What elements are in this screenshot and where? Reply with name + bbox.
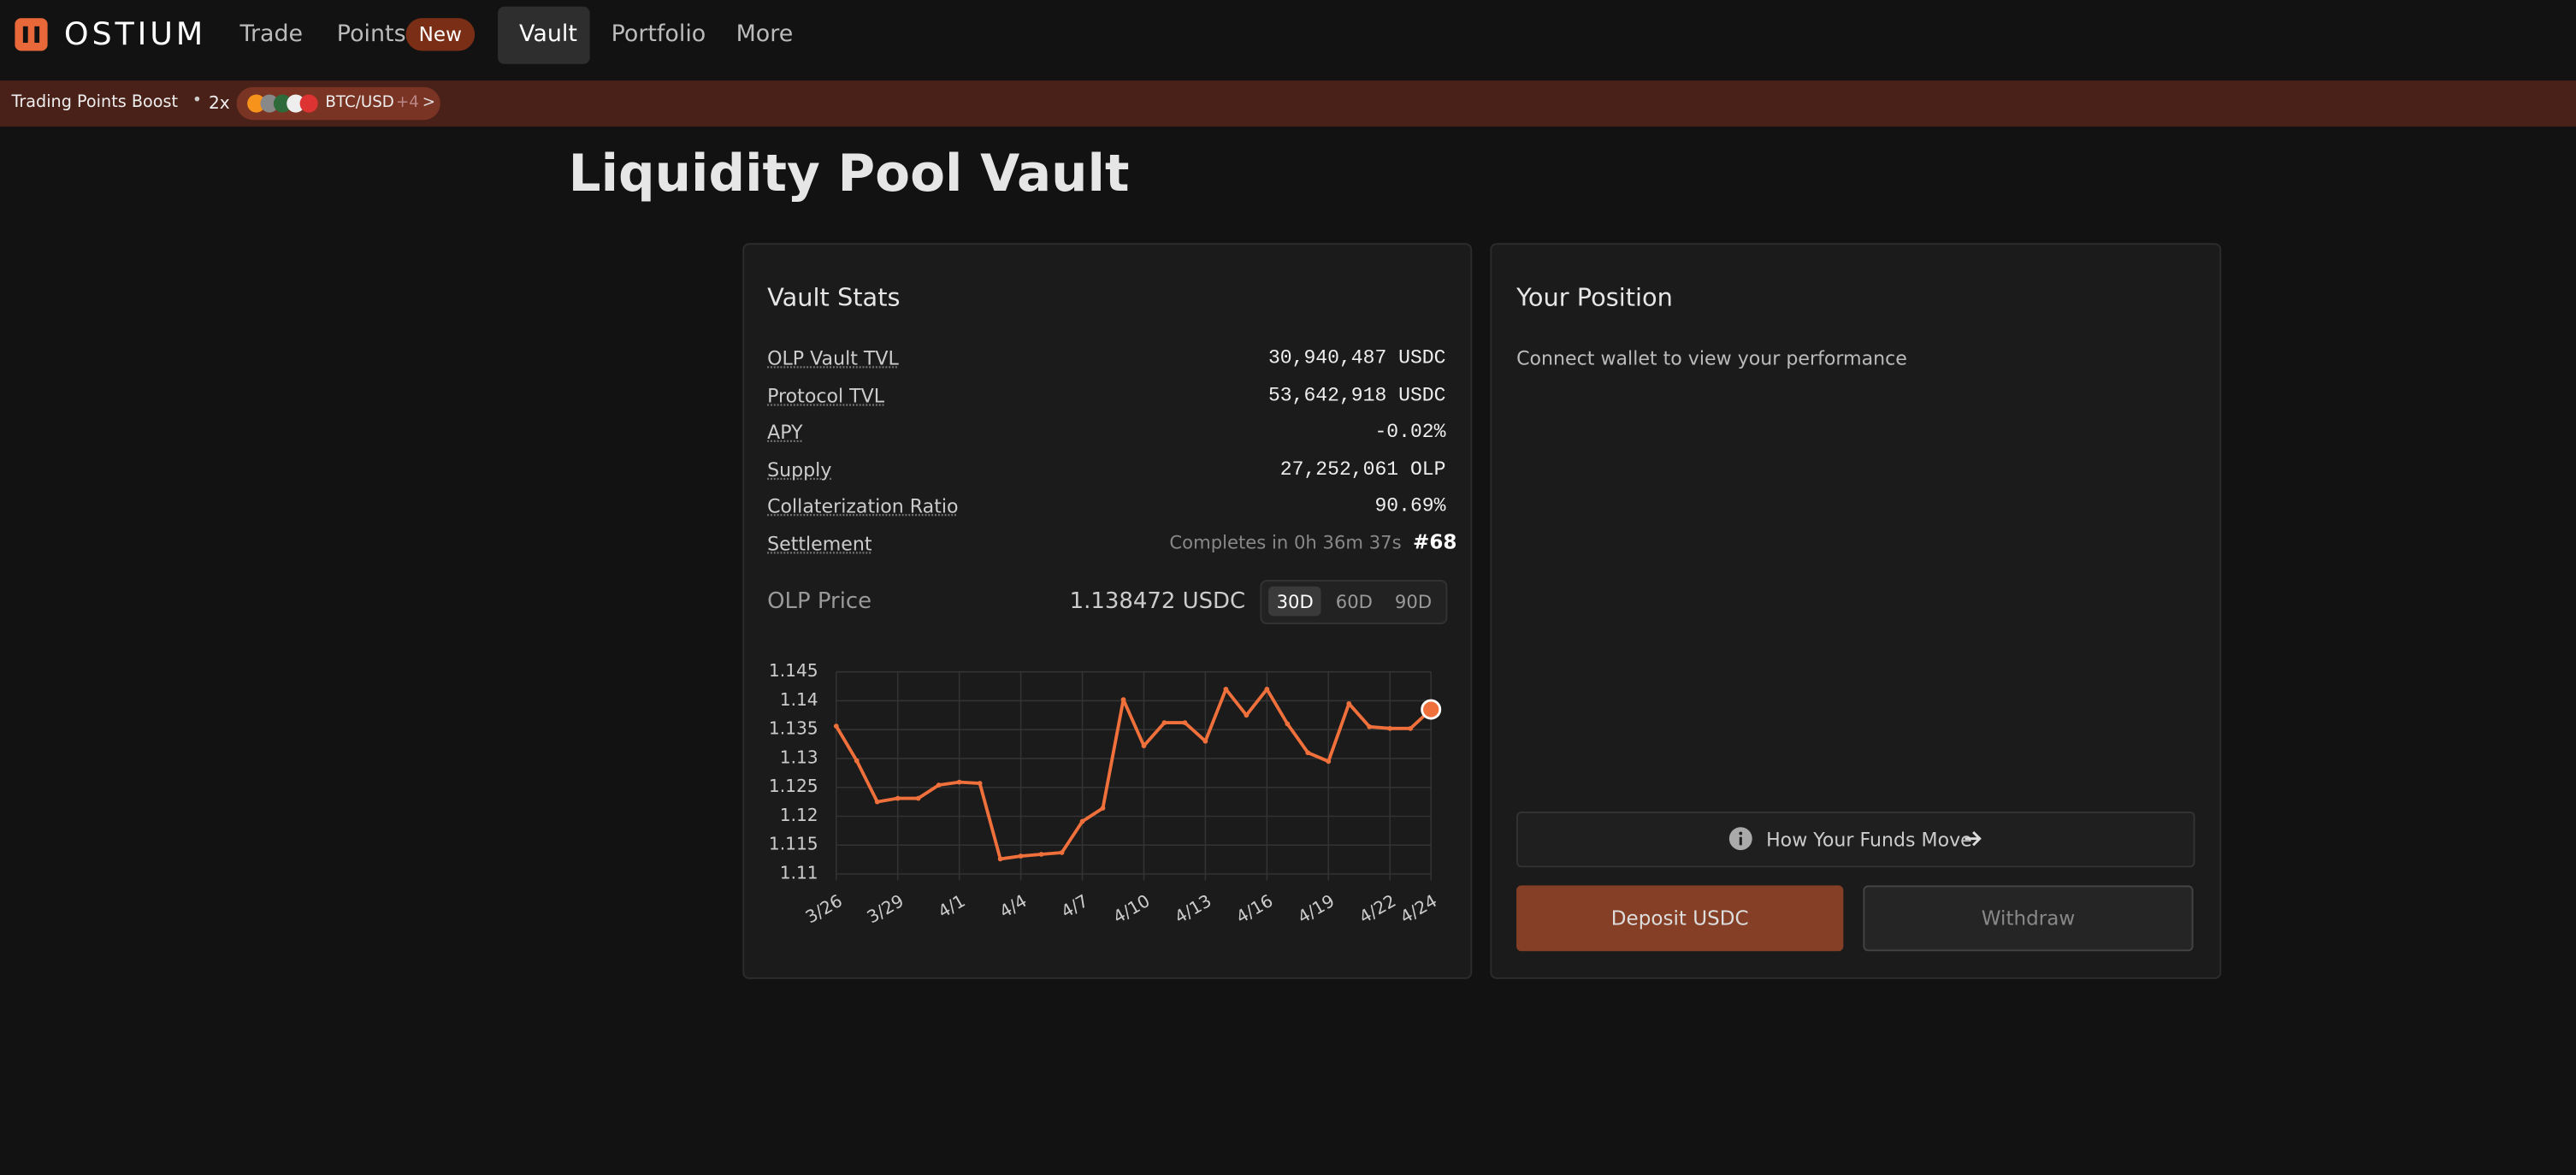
stat-value: 53,642,918 USDC <box>1267 384 1446 408</box>
x-tick-label: 4/10 <box>1109 890 1153 927</box>
point <box>1305 750 1311 756</box>
x-tick-label: 4/7 <box>1057 890 1091 922</box>
withdraw-button[interactable]: Withdraw <box>1863 885 2194 952</box>
stat-value: 90.69% <box>1374 494 1446 518</box>
point <box>1326 759 1332 765</box>
x-tick-label: 4/16 <box>1232 890 1276 927</box>
page-title: Liquidity Pool Vault <box>568 145 1130 204</box>
point <box>1202 738 1208 744</box>
banner-arrow: > <box>422 93 436 112</box>
stat-value: 30,940,487 USDC <box>1267 346 1446 370</box>
banner-label: Trading Points Boost <box>11 93 179 112</box>
nav-points[interactable]: Points <box>336 21 406 48</box>
y-tick-label: 1.13 <box>780 747 818 767</box>
stat-label: OLP Vault TVL <box>767 346 899 370</box>
stat-value: 27,252,061 OLP <box>1279 458 1446 481</box>
stat-label: Settlement <box>767 532 872 556</box>
point <box>1141 743 1147 748</box>
banner-more: +4 <box>395 93 419 112</box>
x-tick-label: 3/26 <box>802 890 846 927</box>
range-active-bg <box>1268 586 1321 617</box>
y-tick-label: 1.11 <box>780 862 818 883</box>
y-tick-label: 1.115 <box>769 834 818 854</box>
position-title: Your Position <box>1516 282 1673 312</box>
point <box>1059 850 1065 855</box>
stat-value: Completes in 0h 36m 37s <box>1169 532 1402 554</box>
point <box>1018 853 1024 859</box>
y-tick-label: 1.125 <box>769 776 818 796</box>
point <box>1285 721 1291 727</box>
point <box>956 779 962 785</box>
funds-button[interactable] <box>1516 811 2195 868</box>
settlement-id: #68 <box>1413 530 1457 554</box>
point <box>1346 700 1352 706</box>
stat-label: Supply <box>767 458 832 481</box>
deposit-button[interactable]: Deposit USDC <box>1516 885 1844 952</box>
point <box>854 758 860 764</box>
point <box>1079 818 1085 824</box>
funds-link[interactable]: How Your Funds Move <box>1766 828 1972 852</box>
range-60d[interactable]: 60D <box>1335 591 1373 613</box>
point <box>1038 852 1044 857</box>
x-tick-label: 4/19 <box>1294 890 1338 927</box>
nav-active-bg <box>498 6 590 64</box>
point <box>977 781 983 786</box>
x-tick-label: 3/29 <box>864 890 907 927</box>
point <box>1264 687 1270 692</box>
point <box>874 799 880 805</box>
current-point <box>1421 699 1442 720</box>
banner-pair: BTC/USD <box>325 93 394 112</box>
stat-value: -0.02% <box>1374 420 1446 444</box>
logo-icon <box>15 18 48 51</box>
point <box>1182 720 1188 725</box>
x-tick-label: 4/4 <box>996 890 1031 922</box>
stat-label: Collaterization Ratio <box>767 494 959 518</box>
point <box>1223 687 1229 692</box>
point <box>895 795 901 801</box>
point <box>1244 712 1250 718</box>
point <box>1161 720 1167 725</box>
range-90d[interactable]: 90D <box>1394 591 1433 613</box>
nav-portfolio[interactable]: Portfolio <box>611 21 706 48</box>
nav-vault[interactable]: Vault <box>519 21 577 48</box>
arrow-icon <box>1964 830 1982 847</box>
price-label: OLP Price <box>767 588 872 615</box>
point <box>936 782 942 788</box>
y-tick-label: 1.135 <box>769 718 818 739</box>
x-tick-label: 4/13 <box>1171 890 1214 927</box>
coin-icons <box>247 94 318 113</box>
point <box>915 795 921 801</box>
x-tick-label: 4/24 <box>1397 890 1440 927</box>
point <box>1387 725 1393 731</box>
logo-text[interactable]: OSTIUM <box>63 16 207 53</box>
point <box>1367 723 1373 729</box>
stat-label: Protocol TVL <box>767 384 885 408</box>
price-line <box>835 688 1433 861</box>
price-chart: 1.11 1.115 1.12 1.125 1.13 1.135 1.14 1.145 3/26… <box>769 660 1442 927</box>
point <box>997 856 1003 862</box>
x-tick-label: 4/22 <box>1356 890 1399 927</box>
y-tick-label: 1.12 <box>780 805 818 825</box>
banner-bullet: • <box>192 92 203 110</box>
point <box>1100 806 1106 811</box>
y-tick-label: 1.14 <box>780 689 818 710</box>
position-message: Connect wallet to view your performance <box>1516 346 1907 370</box>
price-value: 1.138472 USDC <box>1069 588 1246 615</box>
card-title: Vault Stats <box>767 282 901 312</box>
x-tick-label: 4/1 <box>935 890 969 922</box>
stat-label: APY <box>767 420 803 444</box>
info-icon <box>1728 827 1752 851</box>
banner-multiplier: 2x <box>208 93 230 114</box>
y-tick-label: 1.145 <box>769 660 818 681</box>
new-badge: New <box>405 18 476 51</box>
point <box>833 723 839 729</box>
range-30d[interactable]: 30D <box>1276 591 1314 613</box>
nav-more[interactable]: More <box>736 21 794 48</box>
point <box>1408 725 1414 731</box>
point <box>1120 697 1126 702</box>
nav-trade[interactable]: Trade <box>239 21 304 48</box>
